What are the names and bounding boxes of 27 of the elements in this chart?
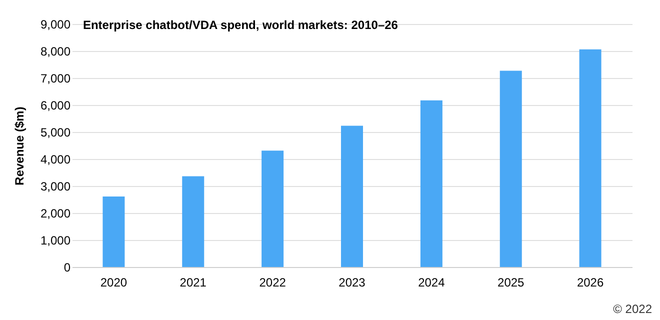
y-tick-label: 4,000 [40,152,71,166]
bar [579,49,602,267]
y-tick-label: 1,000 [40,234,71,248]
text: © 2022 [613,302,652,316]
x-tick-label: 2026 [576,276,604,290]
x-tick-label: 2021 [180,276,207,290]
bar [262,150,284,267]
y-tick-label: 3,000 [40,180,71,194]
y-axis-title: Revenue ($m) [12,106,26,186]
x-tick-label: 2022 [259,276,286,290]
y-tick-label: 8,000 [40,44,71,58]
y-tick-label: 7,000 [40,72,71,86]
x-tick-label: 2023 [338,276,366,290]
y-tick-label: 5,000 [40,126,71,140]
y-tick-label: 0 [64,260,71,274]
bar [500,70,522,267]
chart-title: Enterprise chatbot/VDA spend, world markets: 2010–26 [82,18,398,32]
x-tick-label: 2020 [100,276,128,290]
y-tick-label: 6,000 [40,98,71,112]
bar [102,196,125,267]
y-tick-label: 9,000 [40,18,71,32]
bar [420,100,442,267]
x-tick-label: 2024 [418,276,446,290]
bar [182,176,204,267]
bar [341,126,363,267]
y-tick-label: 2,000 [40,206,71,220]
x-tick-label: 2025 [498,276,525,290]
